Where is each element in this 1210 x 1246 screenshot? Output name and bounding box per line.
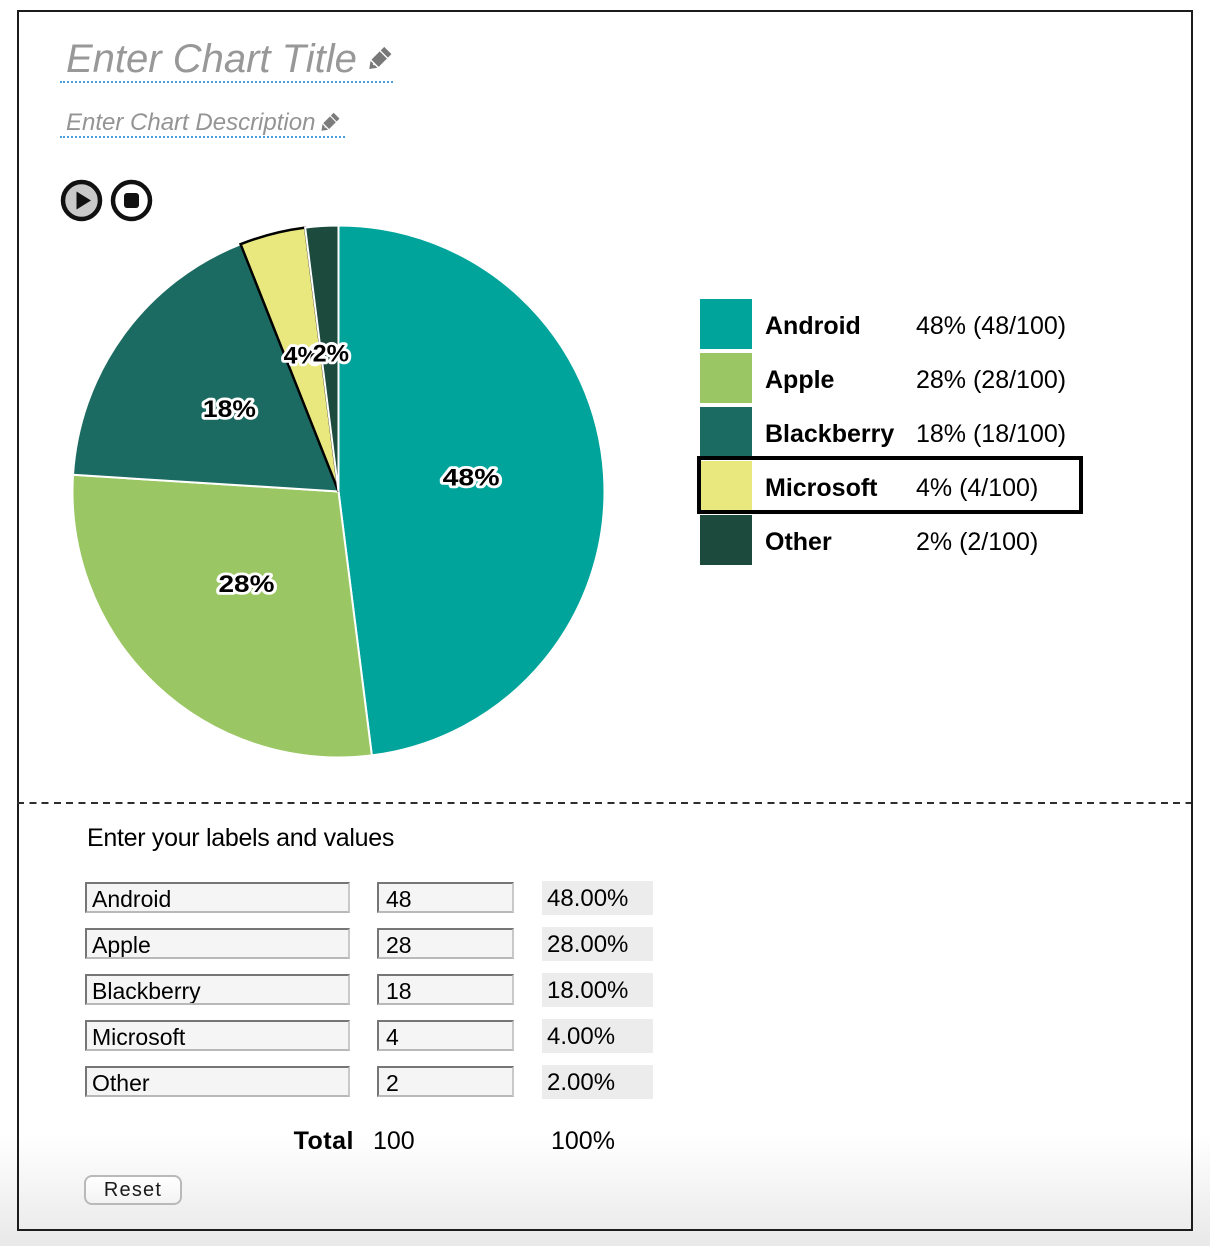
svg-text:2%: 2% bbox=[313, 341, 349, 368]
svg-text:4%: 4% bbox=[284, 343, 320, 370]
svg-text:48%: 48% bbox=[443, 465, 500, 492]
svg-text:28%: 28% bbox=[219, 571, 275, 598]
svg-text:18%: 18% bbox=[203, 396, 256, 423]
